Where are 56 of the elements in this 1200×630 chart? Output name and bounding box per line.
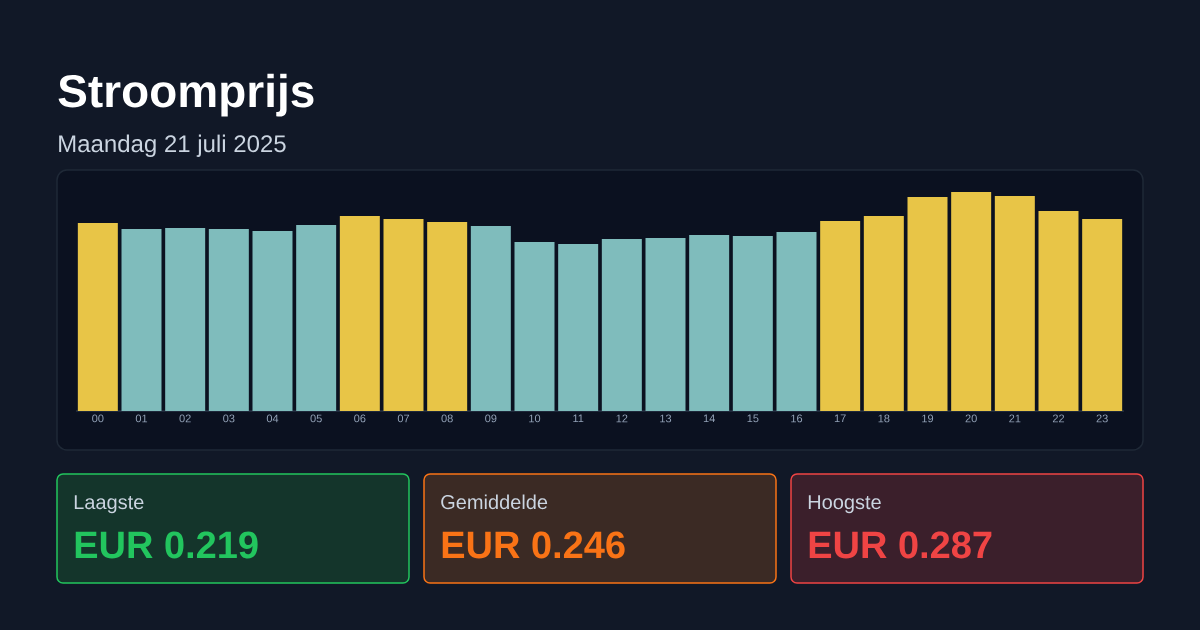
bar [689,234,730,411]
bar [1082,218,1123,411]
text: Gemiddelde [441,494,548,510]
x-tick-label: 04 [266,414,279,423]
bar [558,243,599,411]
text: EUR 0.246 [442,531,625,559]
chart-title: Stroomprijs [58,73,314,117]
bar [1038,211,1079,411]
text: Laagste [74,495,144,514]
chart-subtitle: Maandag 21 juli 2025 [59,134,286,157]
x-tick-label: 20 [965,414,977,423]
x-tick-label: 00 [92,414,104,423]
text: EUR 0.219 [75,531,258,559]
x-tick-label: 10 [529,414,541,423]
bar [165,227,206,411]
x-tick-label: 23 [1096,414,1108,423]
bar [951,192,992,411]
x-tick-label: 14 [703,414,715,423]
bar [77,223,118,411]
x-tick-label: 17 [834,414,846,423]
x-tick-label: 22 [1052,414,1065,423]
bar [470,225,511,411]
x-tick-label: 21 [1009,414,1021,423]
bar [601,239,642,411]
bar [427,222,468,411]
x-tick-label: 01 [135,414,148,423]
x-tick-label: 02 [179,414,191,423]
bar [121,229,162,411]
bar [383,218,424,411]
text: Hoogste [808,495,881,514]
bar [732,236,773,411]
x-tick-label: 16 [791,414,803,423]
x-tick-label: 03 [223,414,235,423]
x-tick-label: 06 [354,414,366,423]
bar [994,195,1035,411]
x-tick-label: 18 [878,414,890,423]
x-tick-label: 09 [485,414,497,423]
bar [252,230,293,411]
x-tick-label: 19 [922,414,934,423]
bar [208,229,249,411]
x-tick-label: 07 [397,414,410,423]
x-tick-label: 08 [441,414,453,423]
bar [907,197,948,411]
x-tick-label: 05 [310,414,322,423]
bar [863,216,904,411]
bar [514,241,555,411]
text: EUR 0.287 [809,531,992,559]
bar [776,232,817,411]
bar [645,237,686,411]
bar [296,225,337,411]
x-tick-label: 12 [616,414,628,423]
bar [339,216,380,411]
bar [820,220,861,411]
x-tick-label: 11 [573,414,584,423]
x-tick-label: 13 [660,414,672,423]
x-tick-label: 15 [747,414,759,423]
